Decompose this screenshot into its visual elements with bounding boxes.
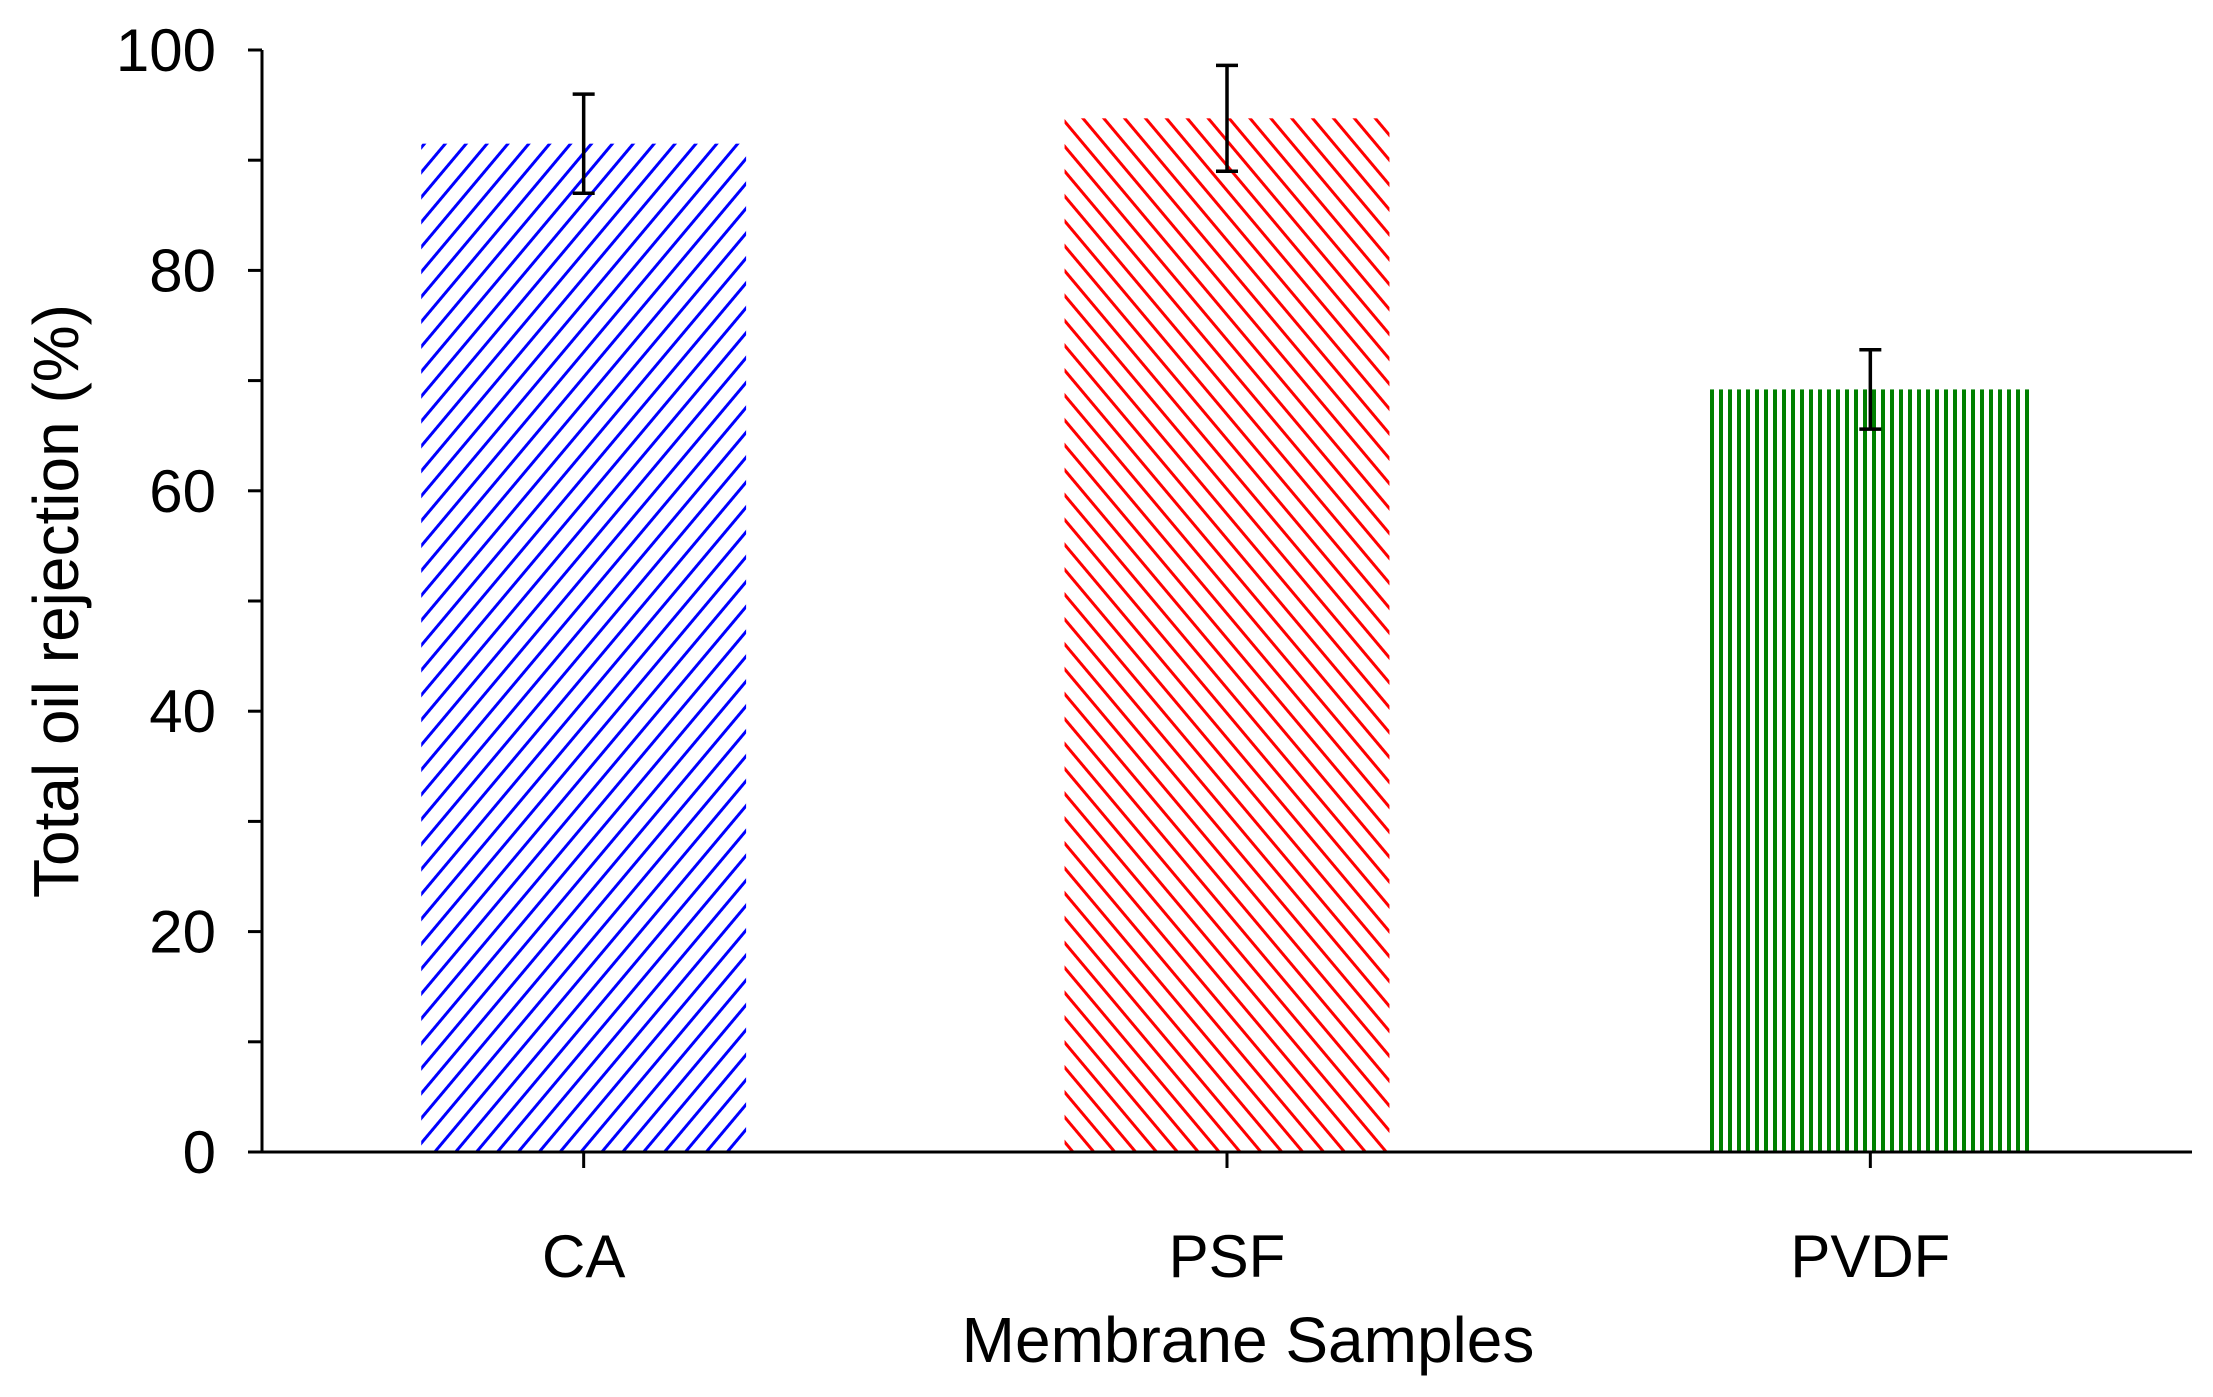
y-axis-title: Total oil rejection (%) [20,304,92,898]
y-tick-label: 100 [116,17,216,84]
bar-pvdf [1707,389,2033,1152]
x-tick-label-psf: PSF [1169,1223,1286,1290]
error-bar-psf [1216,63,1238,173]
x-tick-label-pvdf: PVDF [1790,1223,1950,1290]
bar-psf [1064,118,1390,1153]
y-tick-label: 40 [149,678,216,745]
bar-ca [421,143,747,1153]
x-tick-label-ca: CA [542,1223,625,1290]
y-tick-label: 80 [149,237,216,304]
error-bar-ca [572,92,595,196]
y-tick-label: 60 [149,458,216,525]
y-tick-label: 0 [183,1119,216,1186]
y-tick-label: 20 [149,899,216,966]
x-axis-title: Membrane Samples [962,1304,1535,1376]
error-bar-pvdf [1859,347,1882,431]
